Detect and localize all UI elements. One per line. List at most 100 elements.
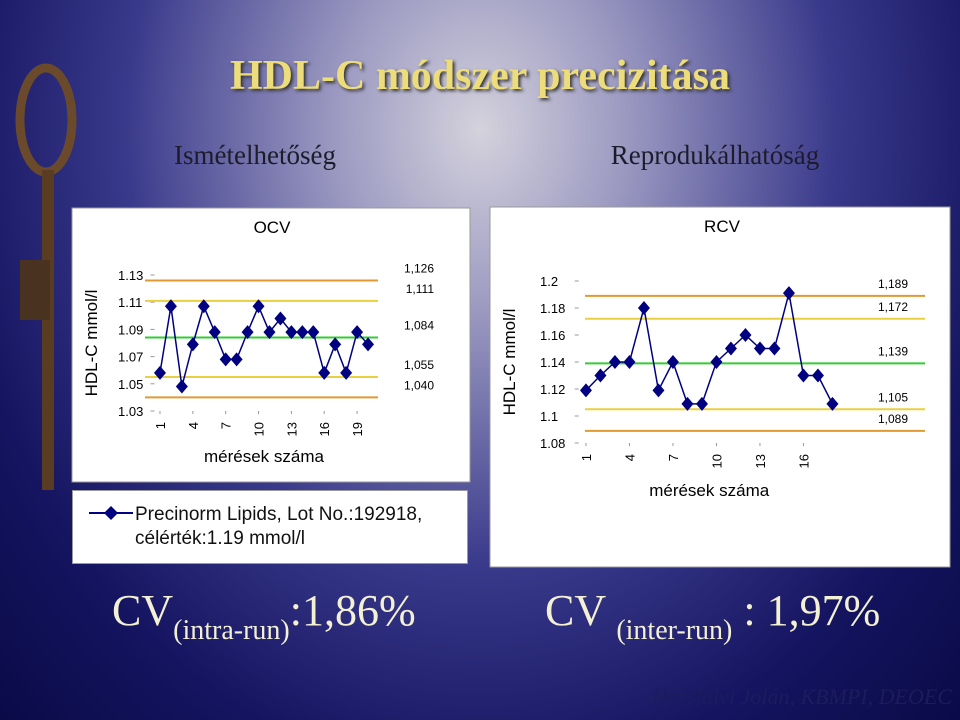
y-tick-label: 1.09 — [118, 322, 143, 337]
chart-title: OCV — [254, 218, 292, 237]
x-tick-label: 19 — [350, 422, 365, 436]
data-point — [318, 365, 331, 380]
data-point — [362, 337, 375, 352]
data-point — [768, 341, 781, 356]
y-tick-label: 1.08 — [540, 436, 565, 451]
x-tick-label: 13 — [284, 422, 299, 436]
x-axis-title: mérések száma — [204, 447, 325, 466]
data-point — [164, 299, 177, 314]
data-point — [739, 328, 752, 342]
key-shaft — [42, 170, 54, 490]
x-tick-label: 4 — [186, 422, 201, 429]
y-tick-label: 1.1 — [540, 409, 558, 424]
data-point — [666, 355, 679, 369]
chart-title: RCV — [704, 217, 741, 236]
data-point — [637, 301, 650, 315]
y-tick-label: 1.12 — [540, 382, 565, 397]
cv-sub: (inter-run) — [616, 615, 733, 646]
footer: Hársfalvi Jolán, KBMPI, DEOEC — [651, 684, 952, 709]
cv-value: :1,86% — [289, 586, 416, 635]
data-point — [351, 325, 364, 340]
data-point — [594, 368, 607, 383]
data-point — [782, 286, 795, 301]
data-point — [197, 299, 210, 314]
heading: Ismételhetőség — [174, 140, 336, 170]
x-axis-title: mérések száma — [649, 481, 770, 500]
reference-label: 1,084 — [404, 319, 434, 333]
data-point — [219, 352, 232, 367]
cv-inter: CV (inter-run) : 1,97% — [545, 585, 881, 646]
data-point — [623, 355, 636, 369]
x-tick-label: 7 — [666, 454, 681, 461]
y-tick-label: 1.18 — [540, 301, 565, 316]
data-point — [153, 365, 166, 380]
reference-label: 1,111 — [406, 282, 435, 296]
data-point — [263, 325, 276, 340]
legend: Precinorm Lipids, Lot No.:192918, célért… — [72, 490, 468, 564]
data-point — [608, 355, 621, 369]
x-tick-label: 13 — [753, 454, 768, 468]
reference-label: 1,139 — [878, 344, 908, 358]
data-point — [681, 396, 694, 411]
data-point — [208, 325, 221, 340]
y-tick-label: 1.2 — [540, 274, 558, 289]
x-tick-label: 10 — [709, 454, 724, 468]
chart-panel — [71, 207, 471, 483]
heading: Reprodukálhatóság — [610, 140, 820, 170]
y-tick-label: 1.13 — [118, 268, 143, 283]
data-point — [186, 337, 199, 352]
data-point — [175, 379, 188, 394]
data-point — [296, 325, 309, 340]
x-tick-label: 16 — [796, 454, 811, 468]
legend-symbol — [89, 506, 133, 520]
x-tick-label: 7 — [219, 422, 234, 429]
reference-label: 1,172 — [878, 300, 908, 314]
data-point — [579, 383, 592, 398]
data-point — [285, 325, 298, 340]
reference-label: 1,055 — [404, 358, 434, 372]
y-tick-label: 1.16 — [540, 328, 565, 343]
y-tick-label: 1.07 — [118, 350, 143, 365]
data-point — [274, 311, 287, 326]
data-point — [724, 341, 737, 356]
data-point — [695, 396, 708, 411]
cv-label: CV — [545, 586, 606, 635]
data-point — [826, 396, 839, 411]
data-point — [230, 352, 243, 367]
x-tick-label: 1 — [153, 422, 168, 429]
cv-intra: CV(intra-run):1,86% — [112, 585, 416, 646]
chart-panel — [489, 206, 951, 568]
y-tick-label: 1.11 — [118, 295, 142, 310]
y-tick-label: 1.03 — [118, 404, 143, 419]
data-point — [797, 368, 810, 383]
y-axis-title: HDL-C mmol/l — [82, 290, 101, 397]
data-point — [252, 299, 265, 314]
data-point — [307, 325, 320, 340]
data-point — [329, 337, 342, 352]
reference-label: 1,040 — [404, 378, 434, 392]
x-tick-label: 16 — [317, 422, 332, 436]
reference-label: 1,126 — [404, 261, 434, 275]
x-tick-label: 4 — [622, 454, 637, 461]
data-point — [241, 325, 254, 340]
y-axis-title: HDL-C mmol/l — [500, 309, 519, 416]
reference-label: 1,089 — [878, 412, 908, 426]
y-tick-label: 1.14 — [540, 355, 565, 370]
x-tick-label: 10 — [252, 422, 267, 436]
cv-value: : 1,97% — [743, 586, 881, 635]
slide-title: HDL-C módszer precizitása — [229, 53, 731, 99]
data-point — [753, 341, 766, 356]
cv-label: CV — [112, 586, 174, 635]
data-point — [710, 355, 723, 369]
y-tick-label: 1.05 — [118, 377, 143, 392]
cv-sub: (intra-run) — [173, 615, 290, 646]
reference-label: 1,105 — [878, 390, 908, 404]
data-point — [811, 368, 824, 383]
key-bit — [20, 260, 50, 320]
data-point — [652, 383, 665, 398]
legend-label: Precinorm Lipids, Lot No.:192918, célért… — [135, 504, 423, 549]
reference-label: 1,189 — [878, 277, 908, 291]
